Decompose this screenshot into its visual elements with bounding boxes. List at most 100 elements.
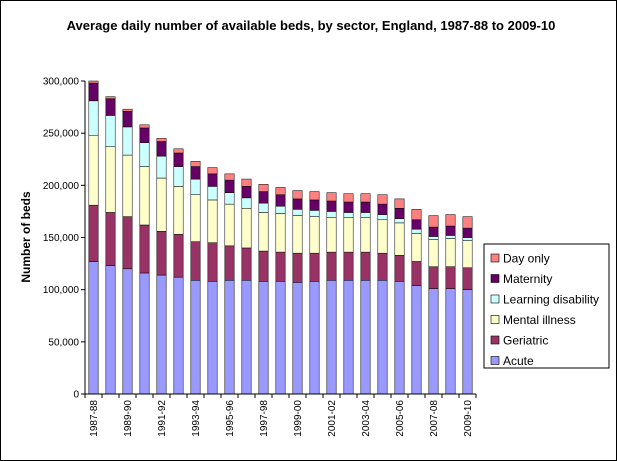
- bar-segment: [445, 225, 456, 236]
- bar-segment: [309, 216, 320, 254]
- bar-segment: [428, 226, 439, 237]
- legend-label: Learning disability: [503, 293, 599, 307]
- bar-segment: [275, 194, 286, 207]
- bar-segment: [207, 167, 218, 175]
- bar-segment: [343, 217, 354, 253]
- bar-segment: [173, 166, 184, 187]
- bar-segment: [88, 135, 99, 206]
- legend-box: [483, 243, 610, 369]
- bar-segment: [462, 227, 473, 238]
- bar-segment: [224, 245, 235, 281]
- bar-segment: [428, 239, 439, 267]
- y-tick-label: 300,000: [43, 77, 80, 88]
- legend-swatch: [490, 253, 500, 263]
- x-tick-label: 1993-94: [191, 400, 202, 437]
- y-tick-label: 200,000: [43, 181, 80, 192]
- bar-segment: [292, 190, 303, 200]
- bar-segment: [105, 96, 116, 99]
- bar-segment: [173, 234, 184, 278]
- bar-segment: [190, 178, 201, 195]
- bar-segment: [326, 251, 337, 281]
- bar-segment: [343, 201, 354, 213]
- bar-segment: [326, 192, 337, 202]
- bar-segment: [292, 282, 303, 395]
- y-axis-title: Number of beds: [19, 191, 33, 283]
- bar-segment: [190, 166, 201, 180]
- bar-segment: [156, 138, 167, 142]
- legend-swatch: [490, 315, 500, 324]
- bar-segment: [258, 184, 269, 192]
- bar-segment: [309, 281, 320, 395]
- bar-segment: [122, 268, 133, 395]
- bar-segment: [411, 209, 422, 221]
- x-tick-label: 1989-90: [123, 400, 134, 437]
- bar-segment: [377, 214, 388, 221]
- bar-segment: [309, 210, 320, 217]
- bar-segment: [88, 80, 99, 84]
- bar-segment: [105, 98, 116, 116]
- bar-segment: [139, 124, 150, 129]
- bar-segment: [343, 251, 354, 281]
- bar-segment: [394, 208, 405, 219]
- bar-segment: [105, 212, 116, 266]
- bar-segment: [411, 219, 422, 230]
- bar-segment: [292, 209, 303, 216]
- bar-segment: [309, 191, 320, 201]
- bar-segment: [309, 252, 320, 282]
- bar-segment: [207, 186, 218, 201]
- bar-segment: [394, 222, 405, 256]
- bar-segment: [411, 233, 422, 262]
- bar-segment: [326, 280, 337, 395]
- y-tick-label: 0: [73, 390, 79, 401]
- bar-segment: [122, 111, 133, 128]
- bar-segment: [445, 235, 456, 239]
- bar-segment: [377, 194, 388, 205]
- bar-segment: [258, 212, 269, 252]
- bar-segment: [224, 179, 235, 193]
- y-tick-label: 250,000: [43, 129, 80, 140]
- bar-segment: [411, 285, 422, 395]
- bar-segment: [122, 126, 133, 156]
- bar-segment: [241, 197, 252, 209]
- bar-segment: [411, 228, 422, 234]
- bar-segment: [173, 152, 184, 167]
- legend-label: Acute: [503, 354, 534, 368]
- bar-segment: [258, 281, 269, 395]
- bar-segment: [309, 199, 320, 211]
- bar-segment: [292, 198, 303, 210]
- bar-segment: [360, 251, 371, 281]
- bar-segment: [139, 272, 150, 395]
- bar-segment: [445, 266, 456, 289]
- bar-segment: [88, 82, 99, 102]
- bar-segment: [173, 186, 184, 235]
- legend-swatch: [490, 335, 500, 345]
- legend-swatch: [490, 294, 500, 304]
- bar-segment: [377, 203, 388, 215]
- bar-segment: [224, 173, 235, 181]
- bar-segment: [241, 186, 252, 199]
- bar-segment: [462, 289, 473, 395]
- y-tick-label: 100,000: [43, 285, 80, 296]
- bar-segment: [394, 281, 405, 395]
- bar-segment: [122, 154, 133, 217]
- bar-segment: [411, 261, 422, 286]
- bar-segment: [88, 204, 99, 262]
- bar-segment: [156, 141, 167, 157]
- bar-segment: [343, 193, 354, 203]
- legend-swatch: [490, 274, 500, 283]
- bar-segment: [462, 267, 473, 290]
- bar-segment: [326, 211, 337, 218]
- bar-segment: [445, 288, 456, 395]
- bar-segment: [173, 148, 184, 154]
- bar-segment: [445, 214, 456, 227]
- x-tick-label: 2007-08: [429, 400, 440, 437]
- bar-segment: [428, 236, 439, 240]
- bar-segment: [139, 142, 150, 167]
- bar-segment: [343, 212, 354, 218]
- bar-segment: [156, 274, 167, 395]
- bar-segment: [428, 266, 439, 289]
- bar-segment: [156, 177, 167, 232]
- bar-segment: [377, 280, 388, 395]
- x-tick-label: 2001-02: [327, 400, 338, 437]
- bar-segment: [105, 146, 116, 213]
